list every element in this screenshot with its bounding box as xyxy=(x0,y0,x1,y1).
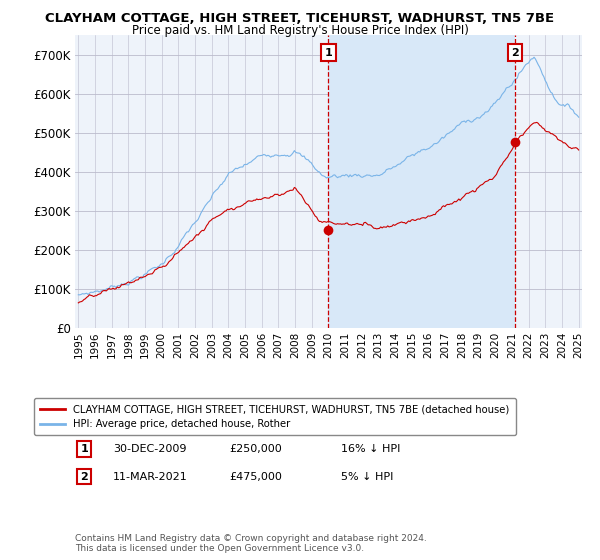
Text: Price paid vs. HM Land Registry's House Price Index (HPI): Price paid vs. HM Land Registry's House … xyxy=(131,24,469,37)
Text: 1: 1 xyxy=(80,444,88,454)
Text: 2: 2 xyxy=(511,48,519,58)
Text: 16% ↓ HPI: 16% ↓ HPI xyxy=(341,444,401,454)
Text: 2: 2 xyxy=(80,472,88,482)
Text: 11-MAR-2021: 11-MAR-2021 xyxy=(113,472,188,482)
Text: £250,000: £250,000 xyxy=(230,444,283,454)
Legend: CLAYHAM COTTAGE, HIGH STREET, TICEHURST, WADHURST, TN5 7BE (detached house), HPI: CLAYHAM COTTAGE, HIGH STREET, TICEHURST,… xyxy=(34,398,515,435)
Text: 1: 1 xyxy=(325,48,332,58)
Text: CLAYHAM COTTAGE, HIGH STREET, TICEHURST, WADHURST, TN5 7BE: CLAYHAM COTTAGE, HIGH STREET, TICEHURST,… xyxy=(46,12,554,25)
Text: £475,000: £475,000 xyxy=(230,472,283,482)
Text: 30-DEC-2009: 30-DEC-2009 xyxy=(113,444,187,454)
Text: 5% ↓ HPI: 5% ↓ HPI xyxy=(341,472,394,482)
Bar xyxy=(328,35,515,328)
Text: Contains HM Land Registry data © Crown copyright and database right 2024.
This d: Contains HM Land Registry data © Crown c… xyxy=(75,534,427,553)
